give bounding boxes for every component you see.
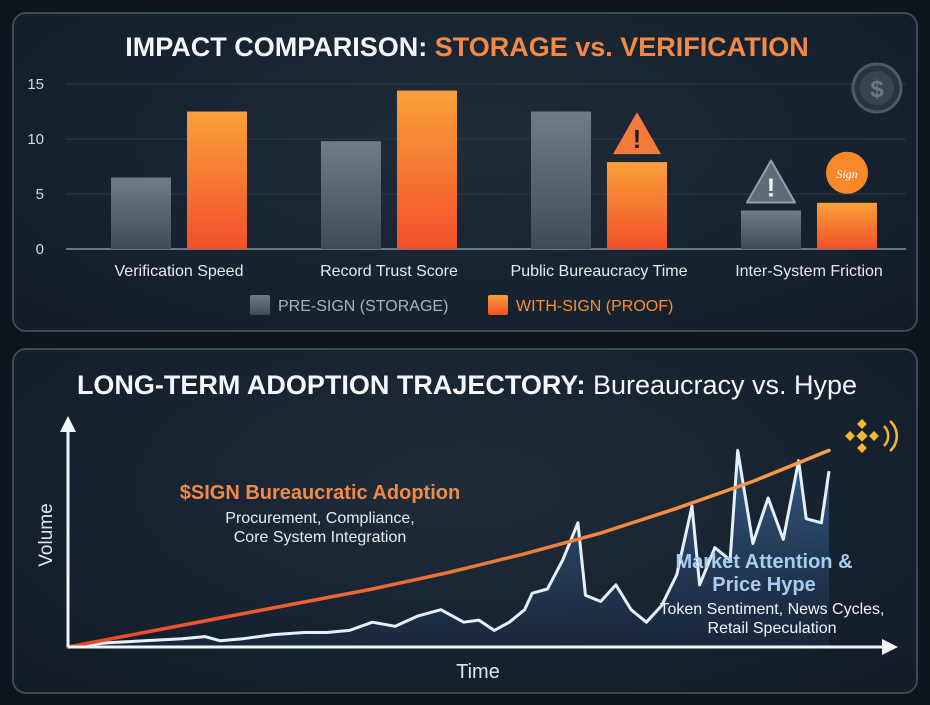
- impact-comparison-panel: IMPACT COMPARISON: STORAGE vs. VERIFICAT…: [12, 12, 918, 332]
- hype-label-line: Market Attention &: [675, 551, 852, 573]
- legend-swatch-proof: [488, 295, 508, 315]
- signal-wave: [883, 425, 890, 447]
- coin-symbol: $: [870, 76, 884, 103]
- legend-label-storage: PRE-SIGN (STORAGE): [278, 298, 448, 315]
- sign-logo-circle: [826, 151, 868, 194]
- bar-storage-0: [111, 177, 171, 249]
- bar-proof-2: [607, 162, 667, 249]
- warning-icon: !: [613, 112, 661, 155]
- adoption-series-label: $SIGN Bureaucratic Adoption: [180, 482, 460, 504]
- category-label: Verification Speed: [115, 263, 244, 280]
- warning-triangle: [746, 159, 796, 204]
- y-tick-label: 0: [36, 241, 44, 258]
- bar-storage-3: [741, 210, 801, 249]
- hype-line: [67, 448, 831, 649]
- logo-center: [856, 430, 868, 442]
- logo-left: [845, 431, 855, 441]
- logo-top: [857, 419, 867, 429]
- logo-right: [869, 431, 879, 441]
- title-part-main: IMPACT COMPARISON:: [125, 32, 427, 62]
- adoption-trajectory-panel: LONG-TERM ADOPTION TRAJECTORY: Bureaucra…: [12, 348, 918, 694]
- adoption-line: [66, 448, 831, 649]
- hype-description-line: Token Sentiment, News Cycles,: [660, 601, 885, 618]
- chart-title: IMPACT COMPARISON: STORAGE vs. VERIFICAT…: [125, 32, 809, 62]
- hype-label-line: Price Hype: [712, 574, 815, 596]
- y-axis-label: Volume: [36, 503, 57, 566]
- y-tick-label: 5: [36, 186, 44, 203]
- legend-label-proof: WITH-SIGN (PROOF): [516, 298, 673, 315]
- title-space: [585, 370, 593, 400]
- y-tick-label: 15: [27, 76, 44, 93]
- x-axis-label: Time: [456, 661, 500, 683]
- bar-chart: IMPACT COMPARISON: STORAGE vs. VERIFICAT…: [27, 32, 906, 315]
- adoption-description-line: Core System Integration: [234, 529, 407, 546]
- title-space: [427, 32, 435, 62]
- warning-exclamation: !: [767, 173, 776, 203]
- binance-logo-icon: [845, 419, 899, 453]
- x-axis-arrow: [882, 639, 898, 655]
- hype-description-line: Retail Speculation: [708, 620, 837, 637]
- warning-exclamation: !: [633, 124, 642, 154]
- sign-logo-text: Sign: [836, 167, 857, 181]
- bar-proof-3: [817, 202, 877, 249]
- sign-logo-icon: Sign: [826, 151, 868, 194]
- y-axis-arrow: [60, 416, 76, 432]
- hype-area: [68, 450, 829, 647]
- title-part-suffix: Bureaucracy vs. Hype: [593, 370, 857, 400]
- category-label: Record Trust Score: [320, 263, 458, 280]
- warning-icon: !: [746, 159, 796, 204]
- signal-wave: [889, 420, 899, 452]
- hype-series-label: Market Attention & Price Hype: [675, 551, 852, 596]
- category-label: Inter-System Friction: [735, 263, 883, 280]
- category-label: Public Bureaucracy Time: [511, 263, 688, 280]
- adoption-description-line: Procurement, Compliance,: [225, 510, 414, 527]
- chart-title: LONG-TERM ADOPTION TRAJECTORY: Bureaucra…: [77, 370, 857, 400]
- logo-bottom: [857, 443, 867, 453]
- title-part-main: LONG-TERM ADOPTION TRAJECTORY:: [77, 370, 586, 400]
- y-tick-label: 10: [27, 131, 44, 148]
- bar-storage-1: [321, 141, 381, 249]
- legend: PRE-SIGN (STORAGE) WITH-SIGN (PROOF): [250, 295, 673, 315]
- bar-proof-0: [187, 111, 247, 249]
- coin-inner: [860, 71, 894, 105]
- bar-storage-2: [531, 111, 591, 249]
- dollar-coin-icon: $: [851, 62, 903, 114]
- line-chart: LONG-TERM ADOPTION TRAJECTORY: Bureaucra…: [36, 370, 899, 683]
- warning-triangle: [613, 112, 661, 155]
- bar-proof-1: [397, 90, 457, 249]
- title-part-highlight: STORAGE vs. VERIFICATION: [435, 32, 809, 62]
- legend-swatch-storage: [250, 295, 270, 315]
